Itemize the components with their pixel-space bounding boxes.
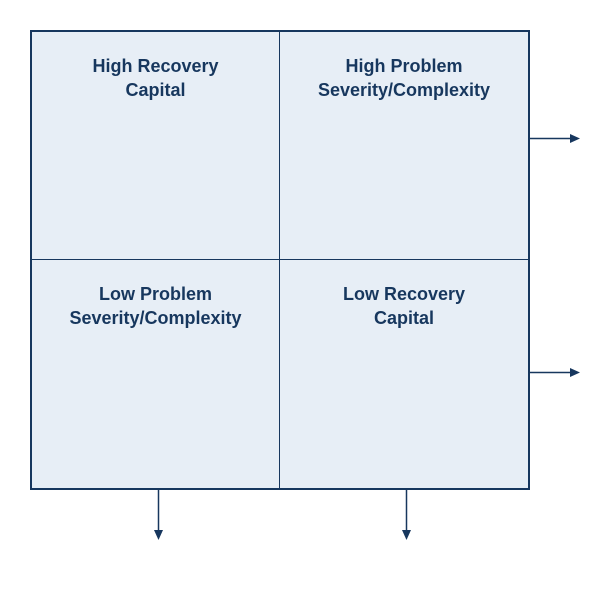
arrow-right-bottom xyxy=(530,366,580,379)
label-line2: Capital xyxy=(374,308,434,328)
label-line1: Low Problem xyxy=(99,284,212,304)
quadrant-diagram: High Recovery Capital High Problem Sever… xyxy=(0,0,610,610)
label-line1: High Recovery xyxy=(92,56,218,76)
label-line2: Capital xyxy=(125,80,185,100)
label-line1: Low Recovery xyxy=(343,284,465,304)
cell-label: Low Recovery Capital xyxy=(343,282,465,331)
arrow-down-right xyxy=(400,490,413,540)
cell-bottom-left: Low Problem Severity/Complexity xyxy=(32,260,280,488)
quadrant-grid: High Recovery Capital High Problem Sever… xyxy=(30,30,530,490)
label-line1: High Problem xyxy=(345,56,462,76)
cell-label: High Recovery Capital xyxy=(92,54,218,103)
cell-label: High Problem Severity/Complexity xyxy=(318,54,490,103)
cell-top-left: High Recovery Capital xyxy=(32,32,280,260)
label-line2: Severity/Complexity xyxy=(318,80,490,100)
label-line2: Severity/Complexity xyxy=(69,308,241,328)
arrow-right-top xyxy=(530,132,580,145)
arrow-down-left xyxy=(152,490,165,540)
cell-bottom-right: Low Recovery Capital xyxy=(280,260,528,488)
cell-label: Low Problem Severity/Complexity xyxy=(69,282,241,331)
cell-top-right: High Problem Severity/Complexity xyxy=(280,32,528,260)
